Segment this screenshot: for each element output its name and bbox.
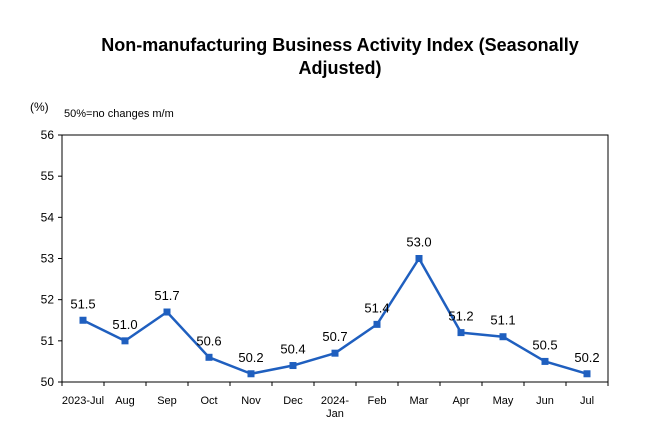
data-point: [457, 329, 465, 337]
data-point: [121, 337, 129, 345]
x-tick-label: Aug: [115, 395, 135, 407]
y-tick-label: 53: [41, 252, 55, 266]
x-tick-label: Sep: [157, 395, 177, 407]
data-label: 51.0: [112, 317, 137, 332]
x-tick-label: Jun: [536, 395, 554, 407]
data-label: 50.4: [280, 342, 305, 357]
data-label: 53.0: [406, 235, 431, 250]
data-label: 50.6: [196, 333, 221, 348]
x-tick-label: 2024-Jan: [321, 395, 349, 420]
y-tick-label: 51: [41, 334, 55, 348]
x-tick-label: Apr: [452, 395, 469, 407]
plot-area-border: [61, 134, 609, 383]
data-point: [541, 357, 549, 365]
x-tick-label: May: [493, 395, 514, 407]
data-point: [247, 370, 255, 378]
y-tick-label: 54: [41, 210, 55, 224]
x-tick-label: Nov: [241, 395, 261, 407]
x-tick-label: 2023-Jul: [62, 395, 104, 407]
y-tick-label: 52: [41, 293, 55, 307]
series-markers: [79, 255, 591, 378]
data-label: 51.5: [70, 296, 95, 311]
data-point: [289, 362, 297, 370]
data-point: [79, 316, 87, 324]
x-tick-label: Oct: [200, 395, 217, 407]
data-label: 51.7: [154, 288, 179, 303]
y-axis-unit-label: (%): [30, 100, 49, 114]
data-labels: 51.5 51.0 51.7 50.6 50.2 50.4 50.7 51.4 53.0 51.2…: [70, 235, 599, 365]
x-tick-label: Dec: [283, 395, 303, 407]
data-point: [499, 333, 507, 341]
x-tick-label: Jul: [580, 395, 594, 407]
chart-title: Non-manufacturing Business Activity Inde…: [101, 35, 579, 78]
data-point: [415, 255, 423, 262]
x-tick-label: Mar: [410, 395, 429, 407]
data-label: 51.1: [490, 313, 515, 328]
data-point: [373, 320, 381, 328]
data-point: [583, 370, 591, 378]
y-tick-label: 50: [41, 375, 55, 389]
data-label: 50.7: [322, 329, 347, 344]
y-tick-label: 56: [41, 128, 55, 142]
y-tick-label: 55: [41, 169, 55, 183]
data-point: [331, 349, 339, 357]
data-point: [205, 353, 213, 361]
data-label: 50.2: [238, 350, 263, 365]
chart-annotation: 50%=no changes m/m: [64, 108, 174, 120]
data-label: 50.2: [574, 350, 599, 365]
data-label: 51.2: [448, 309, 473, 324]
data-label: 51.4: [364, 300, 389, 315]
x-axis-ticks: 2023-Jul Aug Sep Oct Nov Dec 2024-Jan Feb Mar Apr…: [61, 382, 609, 420]
y-axis-ticks: 50 51 52 53 54 55 56: [41, 128, 62, 389]
data-point: [163, 308, 171, 316]
x-tick-label: Feb: [368, 395, 387, 407]
data-label: 50.5: [532, 337, 557, 352]
